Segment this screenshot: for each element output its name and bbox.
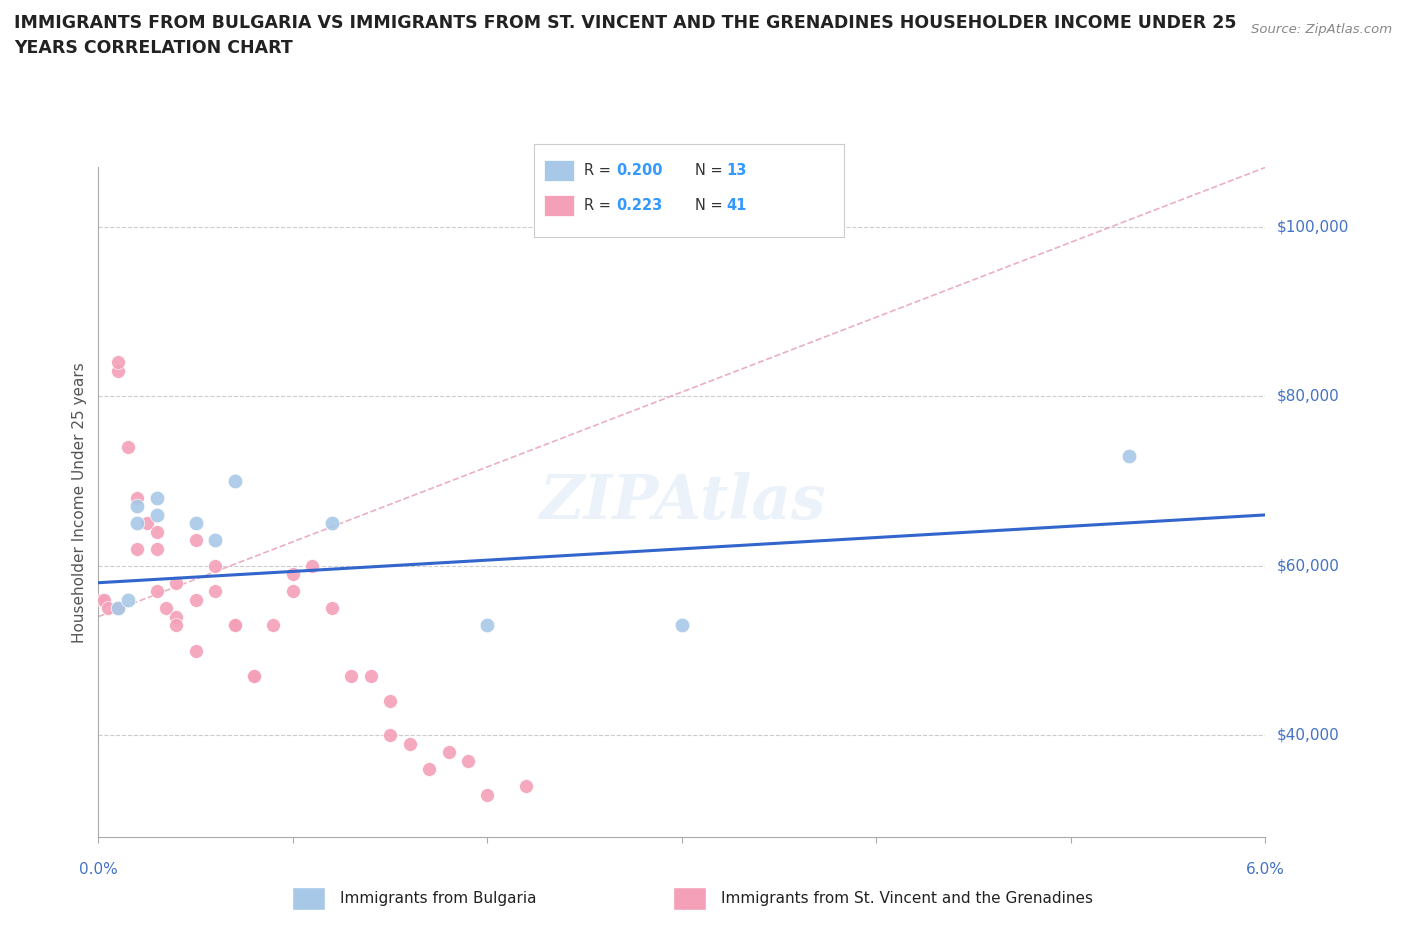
Point — [93, 592, 115, 607]
Point — [165, 618, 187, 632]
Point — [184, 643, 207, 658]
Point — [281, 566, 304, 581]
Point — [398, 737, 420, 751]
Text: 0.0%: 0.0% — [79, 862, 118, 877]
Point — [437, 745, 460, 760]
Text: $40,000: $40,000 — [1277, 728, 1340, 743]
Point — [281, 584, 304, 599]
Point — [184, 533, 207, 548]
Point — [340, 669, 363, 684]
Text: ZIPAtlas: ZIPAtlas — [538, 472, 825, 532]
Point — [165, 609, 187, 624]
Point — [243, 669, 266, 684]
Text: Immigrants from Bulgaria: Immigrants from Bulgaria — [340, 892, 537, 907]
Point — [127, 516, 149, 531]
Point — [165, 576, 187, 591]
Point — [184, 516, 207, 531]
Point — [107, 601, 129, 616]
Text: 0.200: 0.200 — [616, 164, 662, 179]
Text: R =: R = — [583, 198, 610, 213]
Point — [127, 490, 149, 505]
Text: 6.0%: 6.0% — [1246, 862, 1285, 877]
Point — [204, 584, 226, 599]
Point — [107, 601, 129, 616]
Text: 41: 41 — [725, 198, 747, 213]
Text: Source: ZipAtlas.com: Source: ZipAtlas.com — [1251, 23, 1392, 36]
Point — [204, 533, 226, 548]
Point — [146, 490, 169, 505]
Point — [457, 753, 479, 768]
Point — [224, 473, 246, 488]
Point — [378, 694, 402, 709]
Point — [321, 601, 343, 616]
Text: R =: R = — [583, 164, 610, 179]
FancyBboxPatch shape — [672, 887, 706, 910]
Point — [671, 618, 693, 632]
Point — [127, 541, 149, 556]
Point — [301, 558, 323, 573]
Point — [224, 618, 246, 632]
Point — [515, 778, 537, 793]
Point — [155, 601, 177, 616]
Point — [224, 618, 246, 632]
FancyBboxPatch shape — [292, 887, 325, 910]
FancyBboxPatch shape — [544, 161, 575, 181]
Text: YEARS CORRELATION CHART: YEARS CORRELATION CHART — [14, 39, 292, 57]
Point — [321, 516, 343, 531]
Text: $100,000: $100,000 — [1277, 219, 1348, 234]
Point — [204, 558, 226, 573]
Text: $60,000: $60,000 — [1277, 558, 1340, 573]
Text: IMMIGRANTS FROM BULGARIA VS IMMIGRANTS FROM ST. VINCENT AND THE GRENADINES HOUSE: IMMIGRANTS FROM BULGARIA VS IMMIGRANTS F… — [14, 14, 1236, 32]
Text: N =: N = — [695, 198, 723, 213]
Text: 0.223: 0.223 — [616, 198, 662, 213]
Point — [146, 584, 169, 599]
Point — [146, 525, 169, 539]
Point — [107, 364, 129, 379]
Y-axis label: Householder Income Under 25 years: Householder Income Under 25 years — [72, 362, 87, 643]
Text: $80,000: $80,000 — [1277, 389, 1340, 404]
Point — [360, 669, 382, 684]
Point — [117, 592, 139, 607]
Point — [107, 355, 129, 370]
Point — [127, 499, 149, 514]
Point — [184, 592, 207, 607]
Point — [146, 508, 169, 523]
Point — [262, 618, 284, 632]
Point — [477, 787, 499, 802]
Point — [146, 541, 169, 556]
Point — [378, 728, 402, 743]
Point — [243, 669, 266, 684]
Point — [477, 618, 499, 632]
Point — [1118, 448, 1140, 463]
Text: N =: N = — [695, 164, 723, 179]
Point — [117, 440, 139, 455]
Point — [418, 762, 440, 777]
Point — [136, 516, 159, 531]
Point — [97, 601, 120, 616]
Text: Immigrants from St. Vincent and the Grenadines: Immigrants from St. Vincent and the Gren… — [721, 892, 1092, 907]
Point — [91, 592, 114, 607]
Text: 13: 13 — [725, 164, 747, 179]
FancyBboxPatch shape — [544, 195, 575, 217]
